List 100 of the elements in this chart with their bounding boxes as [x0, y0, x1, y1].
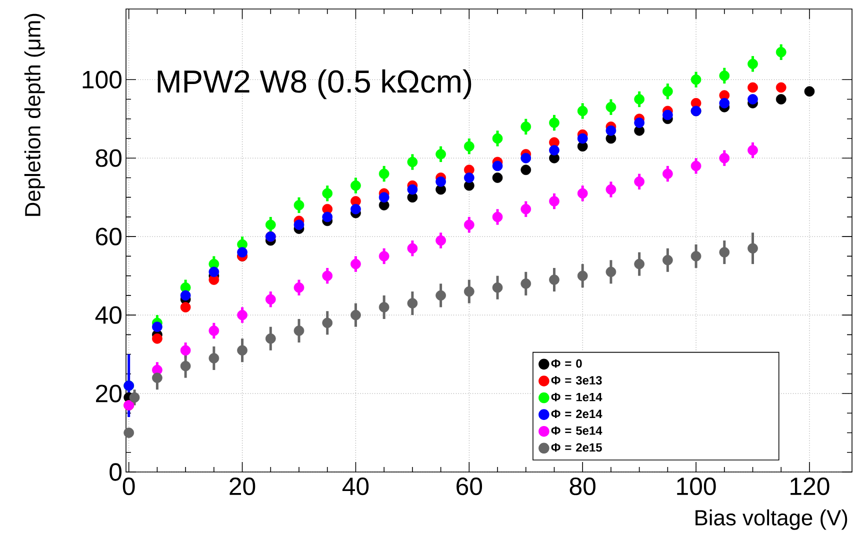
- point: [577, 270, 588, 281]
- point: [662, 254, 673, 266]
- point: [378, 302, 390, 312]
- x-tick-label: 80: [570, 478, 596, 496]
- point: [464, 172, 474, 183]
- x-tick-label: 40: [342, 478, 369, 496]
- point: [294, 282, 304, 293]
- point: [549, 145, 560, 156]
- point: [719, 247, 730, 258]
- point: [208, 266, 220, 278]
- point: [690, 160, 702, 172]
- point: [152, 333, 162, 344]
- point: [322, 212, 333, 222]
- point: [634, 94, 644, 104]
- point: [436, 290, 446, 301]
- point: [748, 94, 758, 104]
- point: [129, 392, 140, 403]
- point: [549, 118, 560, 128]
- legend-label: Φ = 2e14: [551, 410, 602, 418]
- point: [464, 220, 474, 230]
- point: [294, 220, 304, 230]
- point: [492, 172, 503, 183]
- point: [407, 184, 418, 195]
- y-axis-title: Depletion depth (μm): [24, 14, 45, 216]
- x-tick-label: 20: [230, 478, 256, 496]
- point: [350, 180, 361, 191]
- point: [407, 156, 418, 168]
- point: [606, 266, 616, 278]
- point: [265, 220, 276, 230]
- legend-label: Φ = 0: [551, 359, 582, 368]
- point: [378, 251, 390, 262]
- point: [577, 133, 588, 144]
- point: [719, 70, 730, 81]
- point: [152, 322, 162, 332]
- point: [436, 148, 446, 160]
- x-tick-label: 0: [122, 478, 135, 496]
- point: [492, 282, 503, 293]
- point: [748, 58, 758, 70]
- point: [492, 133, 503, 144]
- legend-label: Φ = 5e14: [551, 426, 602, 435]
- point: [606, 184, 616, 195]
- x-tick-label: 100: [677, 478, 716, 496]
- point: [180, 290, 191, 301]
- point: [180, 360, 191, 372]
- point: [322, 188, 333, 199]
- legend-label: Φ = 3e13: [551, 376, 602, 385]
- point: [492, 160, 503, 172]
- point: [124, 428, 134, 438]
- point: [322, 318, 333, 328]
- point: [577, 106, 588, 116]
- point: [237, 310, 248, 320]
- point: [549, 196, 560, 206]
- x-tick-label: 120: [790, 478, 830, 496]
- point: [662, 168, 673, 179]
- point: [350, 310, 361, 320]
- point: [294, 200, 304, 210]
- point: [180, 345, 191, 356]
- point: [719, 98, 730, 108]
- point: [634, 258, 644, 270]
- point: [748, 145, 758, 156]
- point: [350, 204, 361, 214]
- point: [690, 251, 702, 262]
- point: [662, 86, 673, 97]
- point: [520, 152, 532, 164]
- point: [577, 188, 588, 199]
- x-tick-label: 60: [456, 478, 482, 496]
- point: [436, 176, 446, 187]
- x-axis-title: Bias voltage (V): [696, 509, 848, 530]
- point: [776, 94, 786, 104]
- point: [378, 168, 390, 179]
- point: [294, 326, 304, 336]
- point: [464, 141, 474, 152]
- annotation: MPW2 W8 (0.5 kΩcm): [158, 69, 472, 100]
- y-tick-label: 60: [96, 228, 122, 246]
- point: [322, 270, 333, 281]
- point: [464, 286, 474, 297]
- point: [350, 258, 361, 270]
- point: [748, 82, 758, 93]
- point: [606, 102, 616, 112]
- point: [436, 235, 446, 246]
- point: [634, 176, 644, 187]
- point: [407, 243, 418, 254]
- point: [719, 152, 730, 164]
- point: [804, 86, 815, 97]
- point: [152, 372, 162, 384]
- y-tick-label: 20: [96, 384, 122, 402]
- legend-label: Φ = 2e15: [551, 443, 602, 452]
- y-tick-label: 100: [82, 70, 122, 88]
- point: [520, 122, 532, 132]
- point: [407, 298, 418, 308]
- point: [520, 278, 532, 289]
- point: [237, 247, 248, 258]
- point: [265, 294, 276, 305]
- point: [690, 74, 702, 85]
- y-tick-label: 0: [110, 463, 122, 481]
- point: [776, 46, 786, 58]
- legend-label: Φ = 1e14: [551, 392, 602, 402]
- point: [662, 110, 673, 120]
- point: [265, 333, 276, 344]
- point: [520, 204, 532, 214]
